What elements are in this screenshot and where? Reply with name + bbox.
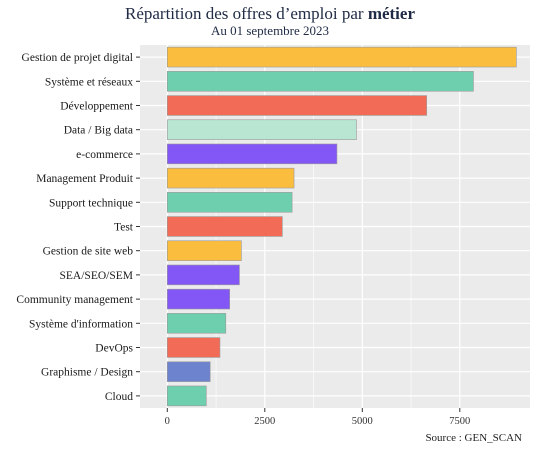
bar-6 <box>167 192 293 213</box>
chart-subtitle: Au 01 septembre 2023 <box>210 23 330 38</box>
bar-11 <box>167 313 227 334</box>
y-tick-label: Système et réseaux <box>45 76 133 88</box>
bar-7 <box>167 216 283 237</box>
bar-14 <box>167 385 207 407</box>
bar-10 <box>167 288 231 310</box>
bar-5 <box>167 167 295 189</box>
bar-13 <box>167 361 211 382</box>
x-tick-label: 0 <box>165 416 170 427</box>
bar-1 <box>167 71 474 92</box>
x-tick-label: 2500 <box>254 416 275 427</box>
y-tick-label: Test <box>114 222 134 234</box>
y-tick-label: Système d'information <box>29 318 133 330</box>
y-tick-label: Support technique <box>49 197 133 209</box>
y-tick-label: Développement <box>60 101 134 113</box>
y-tick-label: SEA/SEO/SEM <box>60 270 134 282</box>
x-tick-label: 7500 <box>449 416 470 427</box>
y-tick-label: Gestion de site web <box>43 246 134 258</box>
y-axis: Gestion de projet digital Système et rése… <box>16 52 140 403</box>
bar-8 <box>167 240 242 261</box>
y-tick-label: Community management <box>16 294 133 306</box>
source-note: Source : GEN_SCAN <box>425 432 522 444</box>
y-tick-label: Gestion de projet digital <box>22 52 133 64</box>
chart-title-bold: métier <box>367 4 415 23</box>
y-tick-label: Management Produit <box>36 173 134 185</box>
bar-9 <box>167 264 240 286</box>
bars <box>167 46 517 407</box>
bar-0 <box>167 46 517 68</box>
chart-title-prefix: Répartition des offres d’emploi par <box>124 4 368 23</box>
y-tick-label: e-commerce <box>76 149 133 161</box>
y-tick-label: Graphisme / Design <box>41 367 133 379</box>
x-axis: 0 2500 5000 7500 <box>165 408 470 427</box>
bar-3 <box>167 119 357 140</box>
y-tick-label: Data / Big data <box>64 125 133 137</box>
y-tick-label: Cloud <box>105 391 133 403</box>
chart-title: Répartition des offres d’emploi par méti… <box>0 4 540 24</box>
bar-12 <box>167 337 221 358</box>
y-tick-label: DevOps <box>95 343 133 355</box>
bar-2 <box>167 95 427 116</box>
bar-4 <box>167 143 338 165</box>
x-tick-label: 5000 <box>352 416 373 427</box>
